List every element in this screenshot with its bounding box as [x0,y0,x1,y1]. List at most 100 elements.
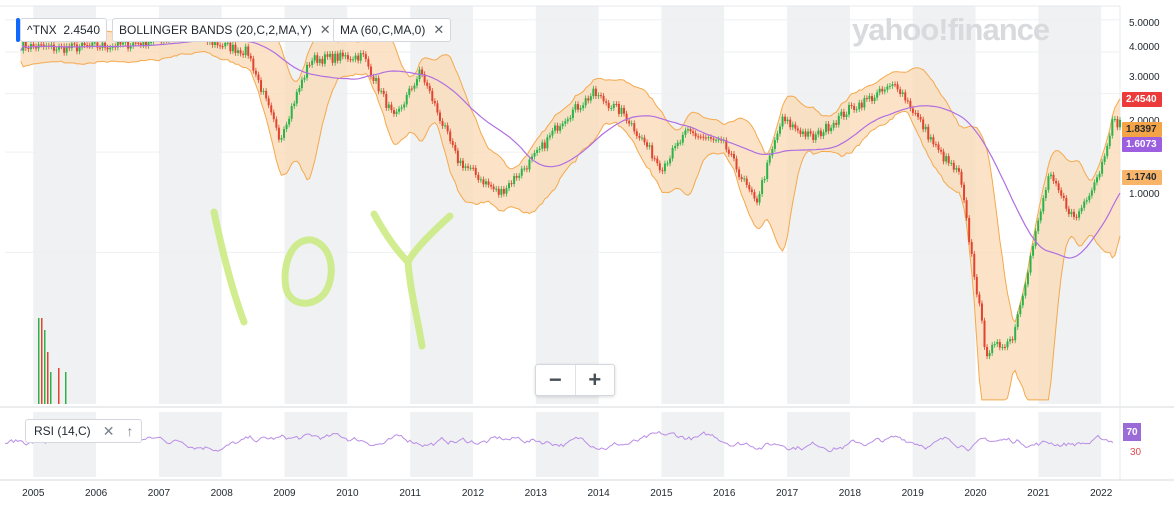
candle-body [339,52,342,61]
candle-body [395,111,398,114]
candle-body [1101,161,1104,174]
zoom-in-button[interactable]: + [588,367,602,392]
candle-body [288,118,291,125]
candle-body [331,53,334,63]
volume-bar [65,372,67,404]
year-shade [535,412,599,477]
candle-body [1067,208,1070,215]
candle-body [346,55,349,60]
candle-body [773,140,776,150]
candle-body [293,103,296,107]
candle-body [694,133,697,137]
rsi-value-tag: 70 [1123,423,1141,441]
candle-body [817,130,820,135]
candle-body [653,158,656,160]
close-icon[interactable]: ✕ [433,22,445,37]
arrow-up-icon[interactable]: ↑ [126,423,134,439]
candle-body [139,43,142,46]
candle-body [306,64,309,78]
candle-body [697,136,700,138]
candle-body [771,149,774,156]
candle-body [472,167,475,169]
candle-body [755,198,758,203]
candle-body [423,74,426,83]
candle-body [855,109,858,111]
candle-body [252,58,255,71]
bollinger-pill[interactable]: BOLLINGER BANDS (20,C,2,MA,Y) ✕ [112,18,338,42]
candle-body [1111,119,1114,136]
candle-body [623,107,626,114]
rsi-pill[interactable]: RSI (14,C) ✕ ↑ [25,419,143,443]
candle-body [886,86,889,90]
candle-body [837,115,840,125]
symbol-price: 2.4540 [63,23,101,37]
candle-body [750,189,753,193]
candle-body [270,105,273,113]
candle-body [610,108,613,110]
x-tick-label: 2010 [336,488,359,499]
close-icon[interactable]: ✕ [102,422,115,439]
candle-body [692,131,695,134]
candle-body [1108,135,1111,147]
candle-body [27,48,30,50]
candle-body [635,131,638,137]
ma-pill[interactable]: MA (60,C,MA,0) ✕ [333,18,452,42]
candle-body [955,168,958,170]
candle-body [543,142,546,149]
candle-body [909,100,912,109]
y-tick-label: 3.0000 [1129,72,1160,83]
rsi-label: RSI (14,C) [34,424,91,438]
candle-body [776,133,779,141]
candle-body [73,43,76,45]
symbol-pill[interactable]: ^TNX 2.4540 [20,18,108,42]
candle-body [735,158,738,170]
candle-body [285,124,288,130]
candle-body [116,40,119,48]
x-tick-label: 2014 [587,488,610,499]
candle-body [873,97,876,102]
candle-body [781,116,784,127]
x-tick-label: 2020 [964,488,987,499]
candle-body [745,178,748,185]
candle-body [428,85,431,91]
candle-body [551,130,554,136]
candle-body [438,112,441,121]
x-tick-label: 2016 [713,488,736,499]
candle-body [147,42,150,46]
candle-body [280,137,283,140]
candle-body [865,98,868,100]
candle-body [1065,197,1068,209]
candle-body [525,168,528,170]
candle-body [546,137,549,149]
candle-body [484,181,487,185]
close-icon[interactable]: ✕ [319,22,331,37]
candle-body [451,141,454,145]
bollinger-label: BOLLINGER BANDS (20,C,2,MA,Y) [119,23,312,37]
candle-body [681,134,684,143]
candle-body [1006,341,1009,348]
candle-body [523,168,526,170]
candle-body [640,137,643,139]
x-tick-label: 2017 [775,488,799,499]
candle-body [919,117,922,120]
candle-body [369,66,372,77]
x-tick-label: 2019 [901,488,924,499]
candle-body [888,85,891,87]
candle-body [786,119,789,122]
candle-body [1037,220,1040,232]
annotation-stroke [210,208,248,326]
candle-body [960,171,963,185]
candle-body [819,130,822,137]
candle-body [272,112,275,120]
candle-body [211,39,214,45]
candle-body [242,53,245,56]
x-tick-label: 2022 [1090,488,1113,499]
candle-body [321,58,324,64]
candle-body [638,136,641,138]
year-shade [158,412,222,477]
candle-body [973,253,976,277]
candle-body [612,103,615,109]
y-tick-label: 5.0000 [1129,18,1160,29]
zoom-out-button[interactable]: − [548,367,562,392]
